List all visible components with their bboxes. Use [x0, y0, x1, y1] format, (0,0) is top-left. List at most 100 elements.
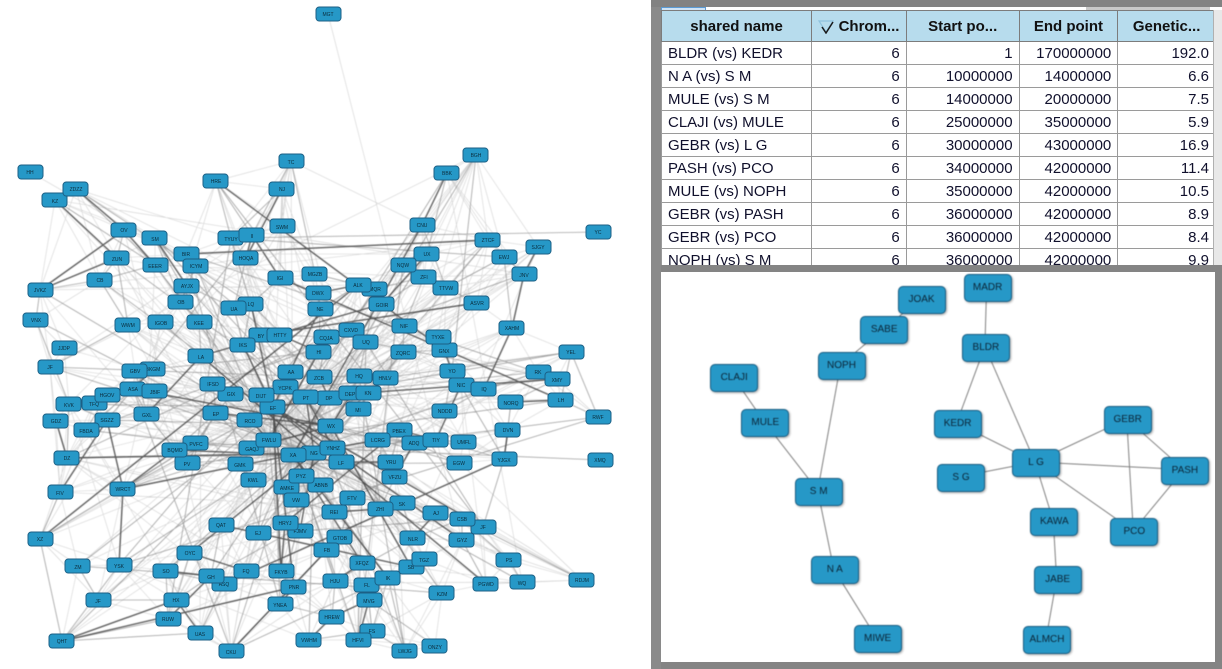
svg-text:GNX: GNX: [439, 349, 451, 355]
svg-text:WRCT: WRCT: [116, 487, 131, 493]
svg-text:HX: HX: [173, 598, 181, 604]
svg-text:KZ: KZ: [52, 199, 58, 205]
svg-text:AMKE: AMKE: [280, 486, 295, 492]
svg-text:PGWD: PGWD: [478, 582, 494, 588]
svg-text:YRU: YRU: [386, 460, 397, 466]
svg-text:IKS: IKS: [239, 343, 248, 349]
svg-text:RUW: RUW: [162, 617, 174, 623]
svg-text:SO: SO: [162, 569, 169, 575]
svg-text:TGZ: TGZ: [419, 558, 429, 564]
svg-text:GMK: GMK: [234, 463, 246, 469]
svg-text:RCO: RCO: [244, 419, 255, 425]
svg-text:ZQRC: ZQRC: [396, 351, 411, 357]
svg-text:NDDD: NDDD: [438, 409, 453, 415]
svg-text:FL: FL: [364, 583, 370, 589]
svg-text:HJU: HJU: [330, 579, 340, 585]
svg-text:DVN: DVN: [503, 428, 514, 434]
svg-text:YNEA: YNEA: [273, 603, 287, 609]
svg-text:GIX: GIX: [227, 392, 236, 398]
svg-text:FWLU: FWLU: [262, 438, 277, 444]
svg-text:WQ: WQ: [518, 581, 527, 587]
svg-text:DWX: DWX: [312, 291, 324, 297]
svg-text:RK: RK: [535, 370, 543, 376]
svg-text:ZUN: ZUN: [112, 257, 123, 263]
svg-text:IFSD: IFSD: [207, 382, 219, 388]
svg-text:JJDP: JJDP: [58, 346, 71, 352]
svg-text:YCPK: YCPK: [278, 386, 292, 392]
svg-text:JF: JF: [480, 525, 486, 531]
svg-text:JF: JF: [47, 365, 53, 371]
svg-text:RWF: RWF: [592, 415, 603, 421]
svg-text:YNHZ: YNHZ: [326, 446, 340, 452]
svg-text:FBDA: FBDA: [79, 429, 93, 435]
svg-text:DZ: DZ: [64, 456, 71, 462]
svg-text:PNR: PNR: [289, 585, 300, 591]
svg-text:WX: WX: [327, 424, 336, 430]
svg-text:LF: LF: [338, 461, 344, 467]
svg-text:YSK: YSK: [114, 564, 125, 570]
svg-text:DP: DP: [326, 396, 334, 402]
svg-text:GTOB: GTOB: [333, 536, 348, 542]
svg-text:ASA: ASA: [128, 387, 139, 393]
svg-text:REI: REI: [330, 510, 338, 516]
svg-text:UX: UX: [424, 252, 432, 258]
svg-text:ALK: ALK: [353, 283, 363, 289]
svg-text:PV: PV: [184, 462, 191, 468]
svg-text:KN: KN: [365, 391, 372, 397]
svg-text:EGW: EGW: [453, 461, 465, 467]
svg-text:KVK: KVK: [64, 403, 75, 409]
svg-text:MI: MI: [355, 408, 361, 414]
svg-text:IQ: IQ: [481, 387, 486, 393]
svg-text:ZDZZ: ZDZZ: [70, 187, 83, 193]
svg-text:CXVD: CXVD: [344, 328, 358, 334]
svg-text:HI: HI: [317, 350, 322, 356]
svg-text:UA: UA: [231, 307, 239, 313]
svg-text:NORQ: NORQ: [504, 401, 519, 407]
svg-text:MGT: MGT: [322, 12, 333, 18]
svg-text:VWHM: VWHM: [301, 638, 317, 644]
svg-text:FKYB: FKYB: [274, 570, 288, 576]
svg-text:AA: AA: [288, 370, 295, 376]
svg-text:PBEX: PBEX: [392, 429, 406, 435]
svg-text:SM: SM: [151, 237, 159, 243]
svg-text:OV: OV: [120, 228, 128, 234]
svg-text:FTV: FTV: [347, 496, 357, 502]
svg-text:ICYM: ICYM: [190, 264, 203, 270]
svg-text:FQ: FQ: [243, 569, 250, 575]
svg-text:TC: TC: [288, 160, 295, 166]
svg-text:OYC: OYC: [185, 551, 196, 557]
svg-text:TIY: TIY: [432, 438, 440, 444]
svg-text:MGZB: MGZB: [308, 272, 323, 278]
svg-text:PT: PT: [303, 396, 309, 402]
svg-text:AJ: AJ: [433, 511, 439, 517]
svg-text:NIC: NIC: [457, 383, 466, 389]
svg-text:SJGY: SJGY: [531, 245, 545, 251]
svg-text:GXL: GXL: [142, 413, 152, 419]
svg-text:XAHM: XAHM: [505, 326, 519, 332]
svg-text:VNX: VNX: [31, 318, 42, 324]
svg-text:CNU: CNU: [417, 223, 428, 229]
svg-text:JBIF: JBIF: [150, 390, 160, 396]
svg-text:CB: CB: [97, 278, 105, 284]
svg-text:LQ: LQ: [248, 302, 255, 308]
svg-text:IGI: IGI: [277, 276, 284, 282]
svg-text:BIR: BIR: [182, 252, 191, 258]
svg-text:LH: LH: [558, 398, 565, 404]
svg-text:EF: EF: [270, 406, 276, 412]
svg-text:LCRG: LCRG: [371, 438, 385, 444]
svg-text:AYJX: AYJX: [181, 284, 194, 290]
svg-text:FIV: FIV: [56, 491, 64, 497]
svg-text:FB: FB: [324, 548, 331, 554]
svg-text:ABNB: ABNB: [314, 483, 328, 489]
svg-text:EJ: EJ: [255, 531, 261, 537]
svg-text:ZHI: ZHI: [376, 507, 384, 513]
svg-text:YEL: YEL: [566, 350, 576, 356]
svg-text:GYZ: GYZ: [457, 538, 467, 544]
svg-text:UQ: UQ: [362, 340, 370, 346]
svg-text:ONZY: ONZY: [428, 645, 443, 651]
svg-text:WWM: WWM: [121, 323, 135, 329]
svg-text:HNLV: HNLV: [379, 376, 393, 382]
svg-text:TFQ: TFQ: [89, 402, 99, 408]
svg-text:SGZZ: SGZZ: [100, 418, 113, 424]
svg-text:OB: OB: [177, 300, 185, 306]
